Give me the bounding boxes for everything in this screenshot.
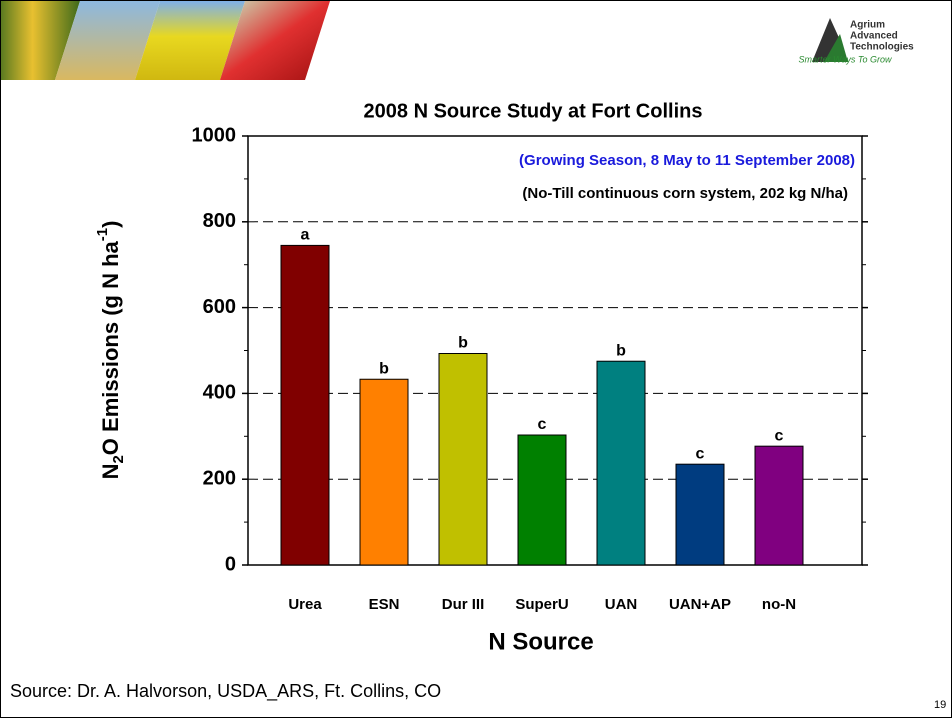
chart-subtitle: (No-Till continuous corn system, 202 kg … <box>522 185 848 202</box>
significance-letter: b <box>458 335 468 352</box>
chart-subtitle: (Growing Season, 8 May to 11 September 2… <box>519 152 855 169</box>
y-tick-label: 600 <box>203 296 236 318</box>
significance-letter: b <box>616 342 626 359</box>
y-label-part: O Emissions (g N ha <box>98 240 123 455</box>
bar <box>596 360 646 566</box>
bar <box>280 244 330 566</box>
y-tick-label: 1000 <box>192 124 237 146</box>
x-tick-label: SuperU <box>515 596 568 613</box>
y-label-part: N <box>98 464 123 480</box>
x-axis-label: N Source <box>488 628 593 655</box>
y-label-part: ) <box>98 221 123 228</box>
chart-title: 2008 N Source Study at Fort Collins <box>364 100 703 122</box>
significance-letter: b <box>379 360 389 377</box>
x-tick-label: UAN <box>605 596 638 613</box>
source-note: Source: Dr. A. Halvorson, USDA_ARS, Ft. … <box>10 681 441 702</box>
y-tick-label: 0 <box>225 553 236 575</box>
significance-letter: c <box>538 416 547 433</box>
bar <box>754 445 804 566</box>
bar <box>675 463 725 566</box>
page-number: 19 <box>934 699 946 711</box>
logo-tagline: Smarter Ways To Grow <box>798 54 892 64</box>
logo-text: Technologies <box>850 42 914 53</box>
bar <box>438 353 488 566</box>
logo-text: Agrium <box>850 20 885 31</box>
x-tick-label: no-N <box>762 596 796 613</box>
y-label-sub: 2 <box>110 455 127 463</box>
significance-letter: a <box>301 227 310 244</box>
logo-text: Advanced <box>850 31 898 42</box>
x-tick-label: ESN <box>369 596 400 613</box>
bar <box>517 434 567 566</box>
logo: Agrium Advanced Technologies Smarter Way… <box>798 18 914 64</box>
y-tick-label: 200 <box>203 467 236 489</box>
y-axis-label: N2O Emissions (g N ha-1) <box>94 221 127 480</box>
y-label-sup: -1 <box>94 228 111 241</box>
x-tick-label: Dur III <box>442 596 485 613</box>
banner <box>1 1 330 80</box>
y-tick-label: 400 <box>203 382 236 404</box>
significance-letter: c <box>775 427 784 444</box>
bar <box>359 378 409 566</box>
x-tick-label: Urea <box>288 596 322 613</box>
y-tick-label: 800 <box>203 210 236 232</box>
x-tick-label: UAN+AP <box>669 596 731 613</box>
significance-letter: c <box>696 445 705 462</box>
